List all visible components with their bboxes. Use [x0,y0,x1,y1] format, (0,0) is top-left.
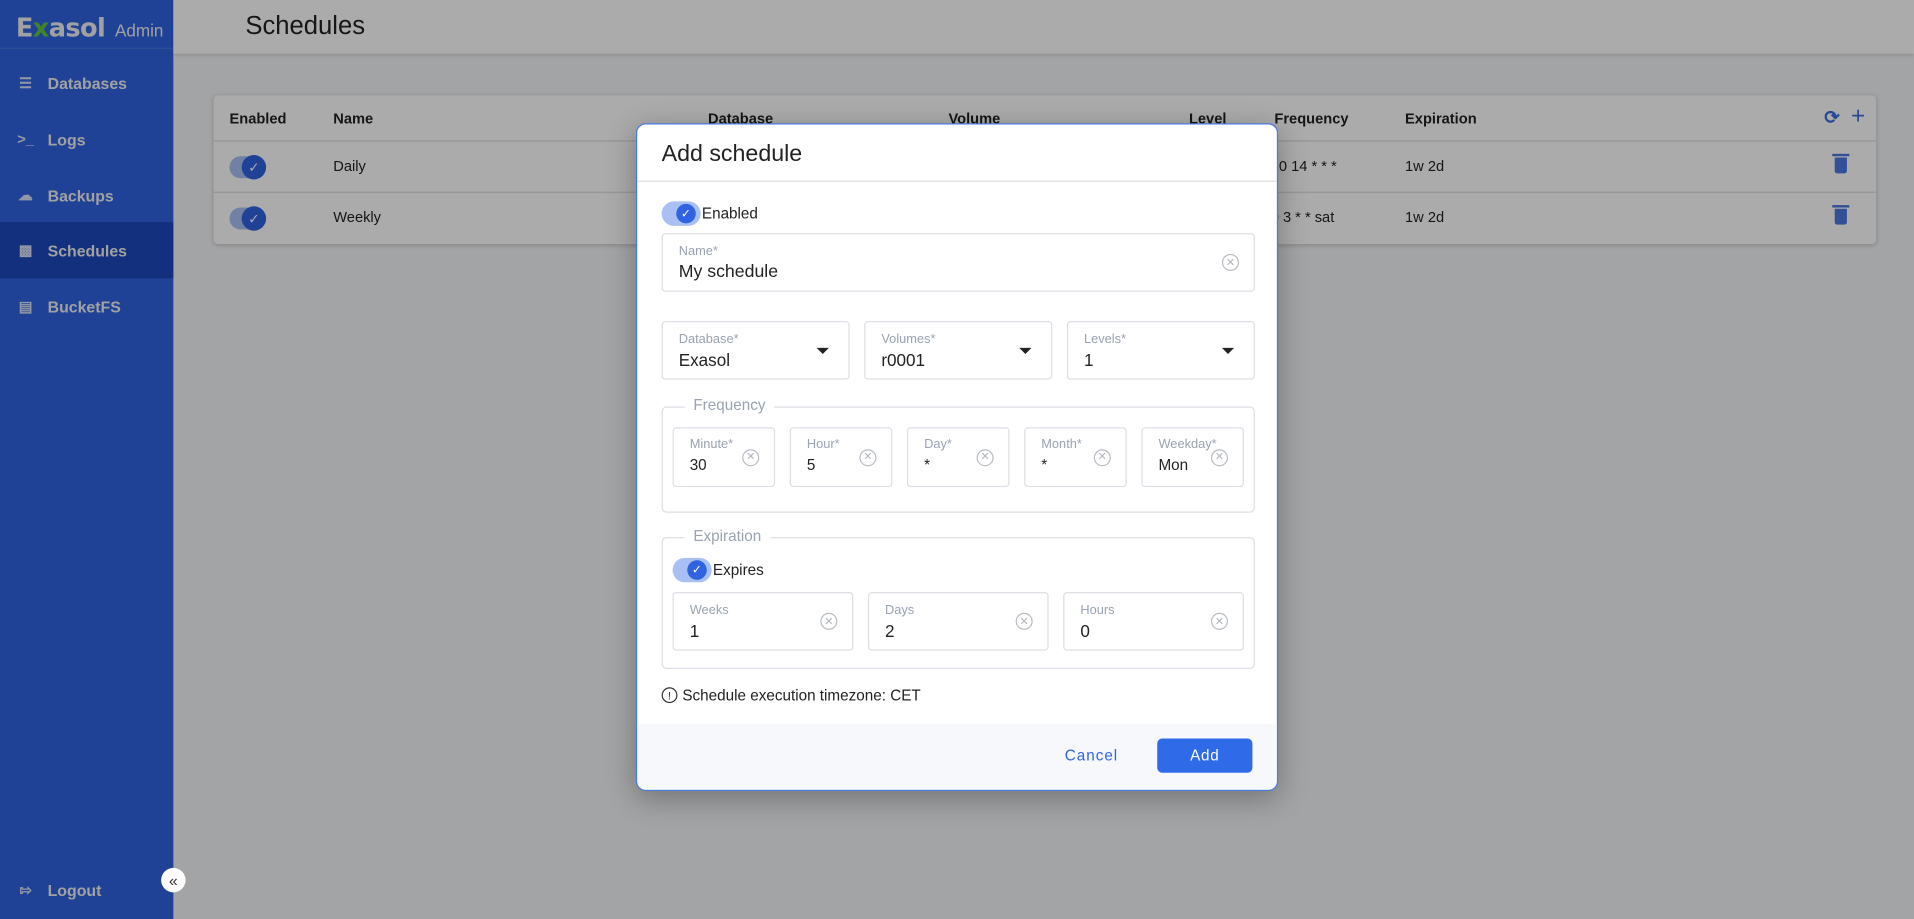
database-icon: ☰ [19,74,33,92]
sidebar: Exasol Admin ☰ Databases >_ Logs ☁ Backups … [0,0,174,919]
clear-icon[interactable]: ✕ [859,448,877,466]
clear-icon[interactable]: ✕ [1221,253,1240,271]
add-icon[interactable]: + [1850,102,1866,130]
volumes-select[interactable]: Volumes* r0001 [864,321,1053,380]
sidebar-item-backups[interactable]: ☁ Backups [18,186,114,205]
enabled-toggle[interactable]: ✓ [229,206,267,231]
clear-icon[interactable]: ✕ [1015,612,1033,630]
cancel-button[interactable]: Cancel [1064,747,1119,765]
column-header: Database [708,109,774,127]
enabled-toggle[interactable]: ✓ [661,201,701,226]
chevron-down-icon [816,347,829,355]
header: Schedules [173,0,1914,54]
clear-icon[interactable]: ✕ [976,448,994,466]
page-title: Schedules [245,12,366,41]
clear-icon[interactable]: ✕ [1210,612,1229,630]
chevron-down-icon [1221,347,1235,355]
hour-field[interactable]: Hour* 5 ✕ [789,427,893,488]
minute-field[interactable]: Minute* 30 ✕ [672,427,776,488]
terminal-icon: >_ [17,130,34,148]
sidebar-item-databases[interactable]: ☰ Databases [19,73,128,93]
cloud-upload-icon: ☁ [18,186,33,204]
timezone-note: Schedule execution timezone: CET [682,687,921,705]
sidebar-item-bucketfs[interactable]: ▤ BucketFS [18,297,121,316]
delete-icon[interactable] [1832,205,1850,225]
day-field[interactable]: Day* * ✕ [906,427,1010,488]
check-icon: ✓ [676,203,696,224]
column-header: Name [333,109,374,127]
dialog-title: Add schedule [637,125,1277,182]
check-icon: ✓ [241,155,267,180]
collapse-sidebar-button[interactable]: « [161,867,186,893]
column-header: Frequency [1274,109,1349,127]
logo-suffix: Admin [114,20,164,41]
server-icon: ▤ [18,297,33,315]
expiration-group: Expiration ✓ Expires Weeks 1 ✕ Days 2 ✕ Hour… [661,527,1255,669]
weekday-field[interactable]: Weekday* Mon ✕ [1141,427,1244,488]
dialog-footer: Cancel Add [637,723,1277,790]
enabled-toggle[interactable]: ✓ [229,155,267,180]
sidebar-item-schedules[interactable]: ▩ Schedules [0,222,174,279]
logout-icon: ⇰ [19,881,32,899]
clear-icon[interactable]: ✕ [742,448,760,466]
database-select[interactable]: Database* Exasol [661,321,850,380]
weeks-field[interactable]: Weeks 1 ✕ [672,592,854,651]
clear-icon[interactable]: ✕ [820,612,838,630]
days-field[interactable]: Days 2 ✕ [867,592,1049,651]
chevron-down-icon [1019,347,1032,355]
name-field[interactable]: Name* My schedule ✕ [661,233,1255,292]
expires-toggle[interactable]: ✓ [672,557,712,583]
column-header: Level [1188,109,1227,127]
logout-button[interactable]: ⇰ Logout [0,862,173,918]
logo: Exasol Admin [0,0,174,49]
add-schedule-dialog: Add schedule ✓ Enabled Name* My schedule… [635,123,1279,792]
column-header: Enabled [229,109,287,127]
info-icon: ! [661,687,678,704]
check-icon: ✓ [687,560,707,580]
month-field[interactable]: Month* * ✕ [1024,427,1127,488]
delete-icon[interactable] [1832,153,1850,174]
refresh-icon[interactable]: ⟳ [1824,107,1840,129]
clear-icon[interactable]: ✕ [1210,448,1229,466]
column-header: Volume [948,109,1001,127]
levels-select[interactable]: Levels* 1 [1066,321,1255,380]
sidebar-item-logs[interactable]: >_ Logs [17,130,86,149]
hours-field[interactable]: Hours 0 ✕ [1063,592,1244,651]
calendar-icon: ▩ [18,241,33,259]
add-button[interactable]: Add [1157,738,1253,773]
check-icon: ✓ [241,206,267,231]
clear-icon[interactable]: ✕ [1093,448,1111,466]
column-header: Expiration [1405,109,1477,127]
frequency-group: Frequency Minute* 30 ✕ Hour* 5 ✕ Day* * ✕ Mont… [661,396,1255,513]
